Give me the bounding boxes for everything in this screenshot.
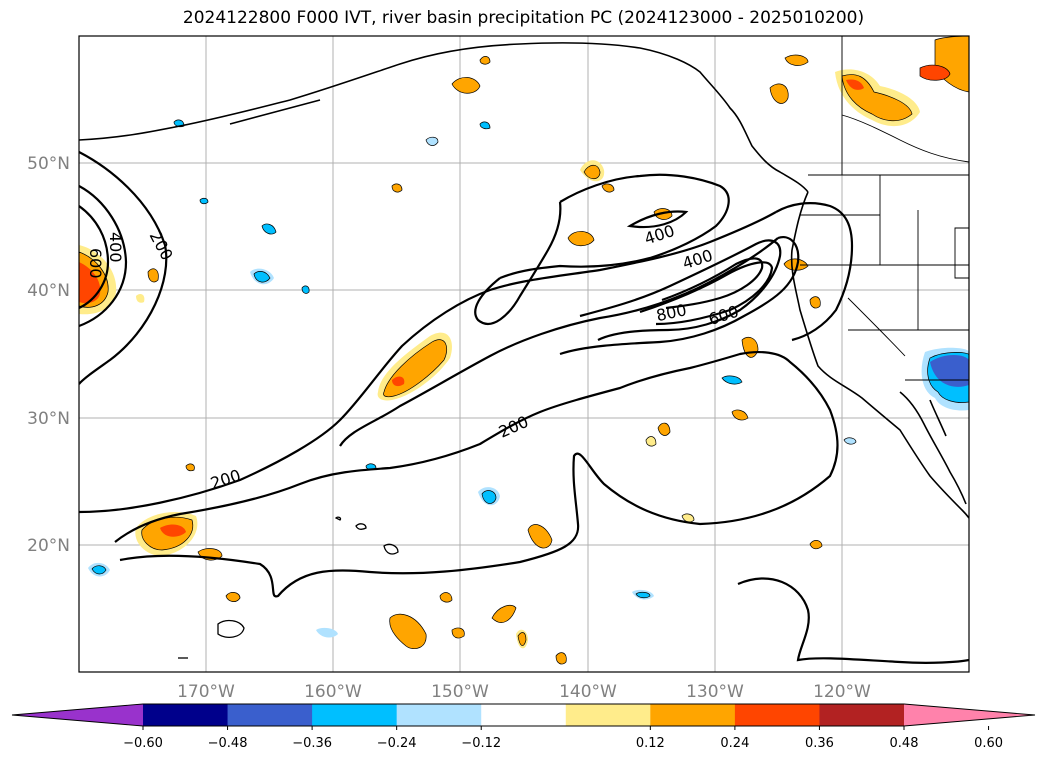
colorbar-segment [481,704,567,726]
colorbar-tick-label: −0.36 [292,736,332,751]
precip-blob [567,231,595,247]
colorbar-ticks: −0.60 −0.48 −0.36 −0.24 −0.12 0.12 0.24 0.36 0.4… [123,726,1003,751]
map-panel [79,36,969,672]
lon-label: 140°W [559,682,617,702]
precip-blob [517,632,527,646]
precip-blob [657,422,671,436]
precip-blob [425,136,439,146]
precip-blob [555,652,567,665]
colorbar-segment [312,704,398,726]
colorbar-segment [227,704,313,726]
precip-blob [846,79,864,90]
precip-blob [389,613,427,649]
precip-blob [451,77,481,94]
colorbar-segment [143,704,229,726]
precip-blob [527,524,553,549]
precip-blob [199,197,209,205]
lat-label: 30°N [27,409,70,429]
lat-label: 20°N [27,536,70,556]
precip-blob [784,54,809,66]
precip-blob [479,56,491,65]
colorbar [11,703,1036,727]
lon-label: 150°W [431,682,489,702]
lon-labels: 170°W 160°W 150°W 140°W 130°W 120°W [177,682,871,702]
ivt-contours [79,151,969,664]
lat-labels: 50°N 40°N 30°N 20°N [27,154,70,556]
map-frame [78,35,970,673]
colorbar-extend-right [904,704,1035,726]
precip-blob [809,296,821,309]
lon-label: 120°W [813,682,871,702]
colorbar-segment [734,704,820,726]
borders [800,36,969,381]
precip-blob [261,223,277,235]
colorbar-tick-label: 0.48 [890,736,919,751]
colorbar-tick-label: 0.60 [974,736,1003,751]
precip-blob [79,262,101,304]
precip-blob [481,490,497,504]
precip-blob [316,627,338,638]
precip-blob [635,591,651,599]
precip-shading [79,36,969,665]
lon-label: 170°W [177,682,235,702]
precip-blob [253,271,271,283]
precip-blob [583,164,601,180]
precip-blob [147,268,159,283]
precip-blob [225,592,241,602]
colorbar-segment [565,704,651,726]
lat-label: 50°N [27,154,70,174]
islands [178,516,399,659]
precip-blob [919,64,951,81]
precip-blob [681,513,695,523]
precip-blob [491,604,517,623]
precip-blob [601,183,615,193]
precip-blob [136,294,145,303]
colorbar-tick-label: −0.24 [377,736,417,751]
contour-label: 400 [106,232,125,263]
colorbar-tick-label: 0.24 [720,736,749,751]
precip-blob [645,436,657,447]
lon-label: 130°W [686,682,744,702]
precip-blob [160,524,186,537]
precip-blob [185,463,195,472]
colorbar-segment [819,704,905,726]
lon-label: 160°W [304,682,362,702]
precip-blob [91,565,107,575]
contour-label: 600 [86,248,105,279]
lat-label: 40°N [27,281,70,301]
precip-blob [301,285,310,294]
colorbar-tick-label: −0.60 [123,736,163,751]
colorbar-segment [650,704,736,726]
precip-blob [451,627,465,639]
colorbar-tick-label: 0.36 [805,736,834,751]
precip-blob [731,409,749,421]
precip-blob [769,83,789,104]
coastlines [79,42,969,519]
precip-blob [930,355,969,387]
precip-blob [439,592,453,603]
colorbar-tick-label: −0.48 [208,736,248,751]
map-title: 2024122800 F000 IVT, river basin precipi… [182,8,865,28]
precip-blob [392,376,405,387]
precip-blob [391,183,403,193]
colorbar-segment [396,704,482,726]
precip-blob [721,375,743,385]
colorbar-tick-label: 0.12 [636,736,665,751]
precip-blob [843,437,857,445]
colorbar-tick-label: −0.12 [461,736,501,751]
colorbar-extend-left [12,704,143,726]
precip-blob [479,121,491,130]
precip-blob [809,540,823,550]
